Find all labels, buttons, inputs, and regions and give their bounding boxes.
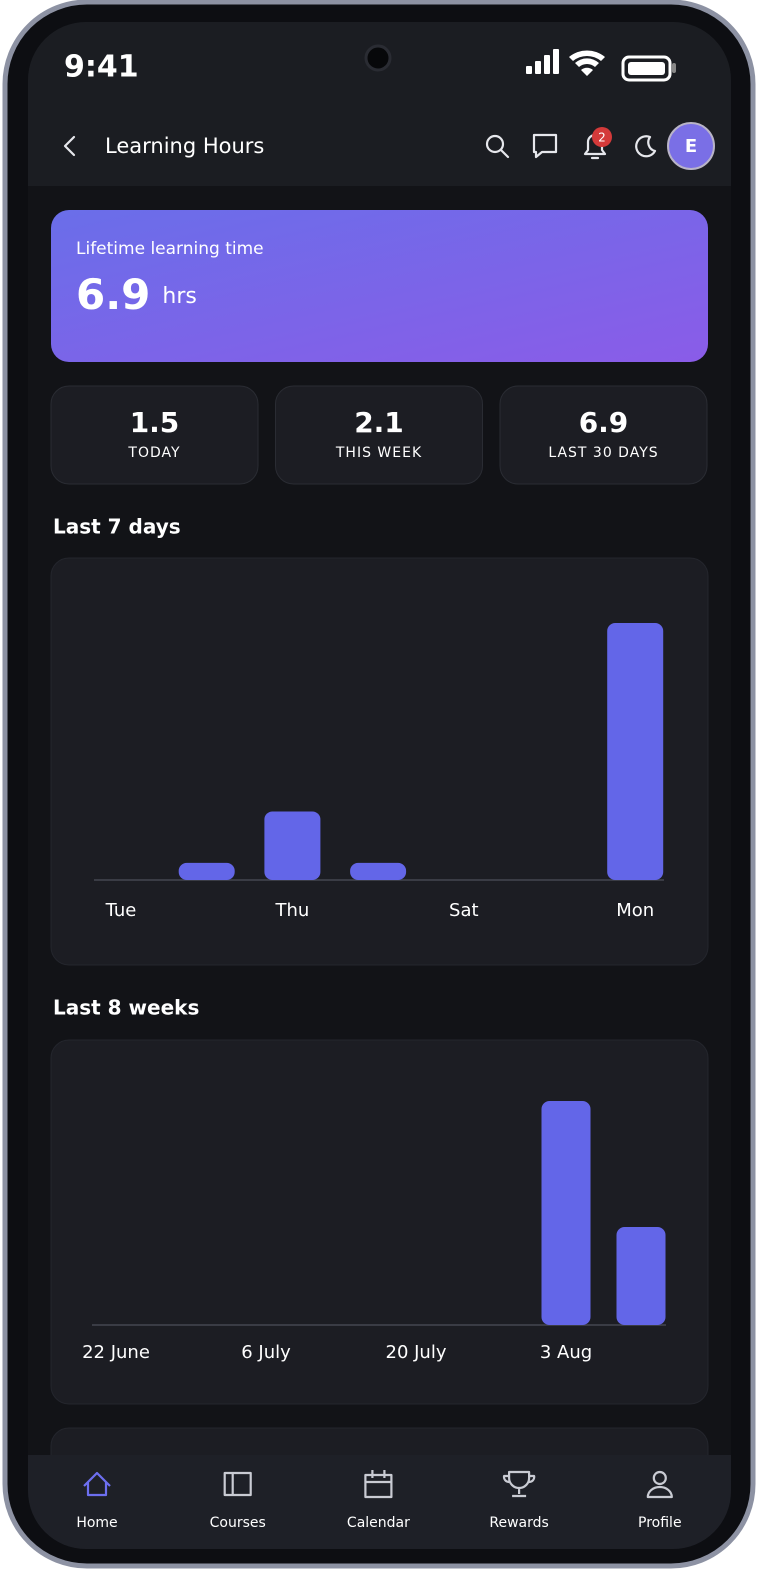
nav-item[interactable]: Courses <box>210 1471 266 1531</box>
chart-title: Last 8 weeks <box>53 996 199 1020</box>
stat-card <box>275 385 483 485</box>
avatar[interactable]: E <box>667 122 715 170</box>
notification-button[interactable]: 2 <box>583 127 612 160</box>
stat-value: 1.5 <box>130 406 180 439</box>
header-title: Learning Hours <box>105 134 264 158</box>
stat-value: 6.9 <box>579 406 629 439</box>
x-label: Thu <box>274 900 309 921</box>
stat-label: TODAY <box>127 445 180 461</box>
stat-card <box>50 385 259 485</box>
summary-label: Lifetime learning time <box>76 239 264 259</box>
theme-button[interactable] <box>635 135 657 158</box>
search-button[interactable] <box>485 134 510 159</box>
bar <box>616 1227 666 1325</box>
nav-item[interactable]: Profile <box>638 1470 682 1531</box>
nav-label: Calendar <box>347 1515 410 1531</box>
stat-card <box>499 385 708 485</box>
bar <box>541 1101 591 1325</box>
summary-value: 6.9 hrs <box>76 270 197 319</box>
avatar-initial: E <box>685 136 697 157</box>
x-label: 22 June <box>82 1342 150 1363</box>
back-button[interactable] <box>63 135 76 157</box>
bar <box>350 862 407 880</box>
nav-item[interactable]: Calendar <box>347 1470 410 1531</box>
status-time: 9:41 <box>64 50 139 85</box>
x-label: Tue <box>105 900 137 921</box>
chart-title: Last 7 days <box>53 515 181 539</box>
x-label: 20 July <box>386 1342 447 1363</box>
x-label: Sat <box>449 900 479 921</box>
nav-label: Profile <box>638 1515 682 1531</box>
nav-icon <box>223 1471 252 1497</box>
bar <box>607 623 664 880</box>
bar <box>178 862 235 880</box>
nav-icon <box>83 1471 111 1497</box>
summary-unit: hrs <box>162 284 196 309</box>
summary-number: 6.9 <box>76 270 150 319</box>
notification-badge: 2 <box>598 131 606 145</box>
nav-label: Rewards <box>489 1515 548 1531</box>
stat-label: THIS WEEK <box>335 445 422 461</box>
nav-icon <box>502 1470 536 1498</box>
x-label: 3 Aug <box>540 1342 592 1363</box>
status-icons <box>526 49 676 82</box>
stat-value: 2.1 <box>354 406 404 439</box>
nav-icon <box>646 1470 673 1499</box>
stat-label: LAST 30 DAYS <box>548 445 658 461</box>
x-label: 6 July <box>241 1342 291 1363</box>
bar <box>264 811 321 880</box>
bottom-nav <box>28 1455 731 1549</box>
nav-item[interactable]: Home <box>76 1471 118 1531</box>
x-label: Mon <box>616 900 654 921</box>
nav-label: Courses <box>210 1515 266 1531</box>
nav-icon <box>364 1470 393 1499</box>
summary-card <box>51 210 708 362</box>
camera <box>364 44 392 72</box>
nav-label: Home <box>76 1515 117 1531</box>
nav-item[interactable]: Rewards <box>489 1470 549 1531</box>
chat-button[interactable] <box>532 133 558 159</box>
